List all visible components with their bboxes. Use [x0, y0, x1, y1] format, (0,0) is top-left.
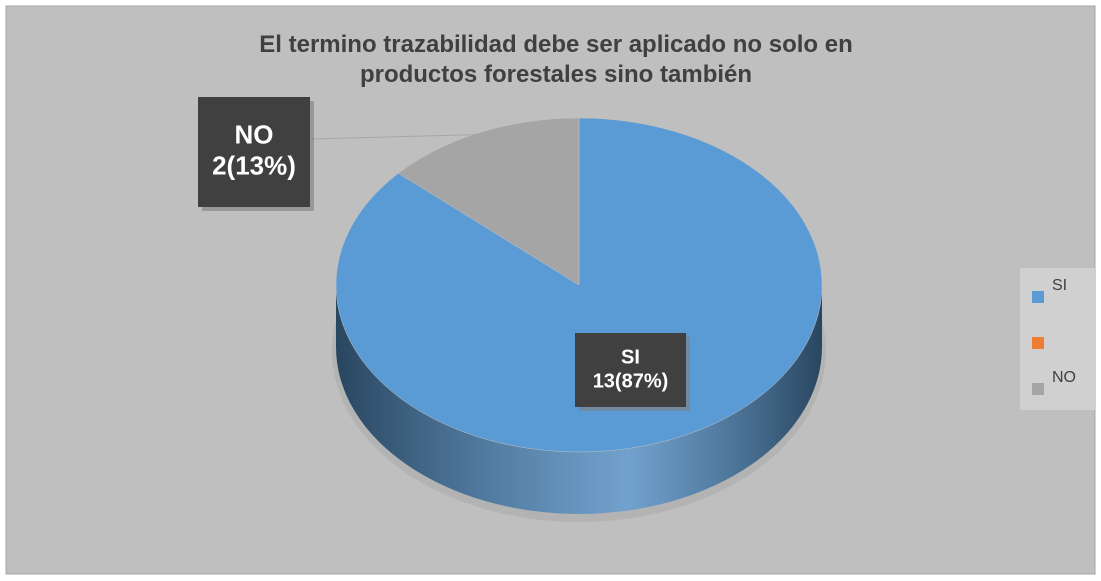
pie-slice-side [336, 285, 822, 514]
pie [332, 117, 826, 522]
data-label-value: 13(87%) [593, 370, 669, 392]
chart-title: El termino trazabilidad debe ser aplicad… [259, 31, 852, 88]
data-label-category: NO [235, 119, 274, 149]
data-label-box [198, 97, 310, 207]
legend-label: SI [1052, 277, 1067, 294]
legend-label: NO [1052, 369, 1076, 386]
data-label-box [575, 333, 686, 407]
pie-slice [397, 117, 580, 286]
leader-line [309, 133, 481, 140]
legend-swatch [1032, 291, 1044, 303]
legend-swatch [1032, 383, 1044, 395]
data-label-category: SI [621, 346, 640, 368]
data-label-value: 2(13%) [212, 150, 296, 180]
legend-swatch [1032, 337, 1044, 349]
